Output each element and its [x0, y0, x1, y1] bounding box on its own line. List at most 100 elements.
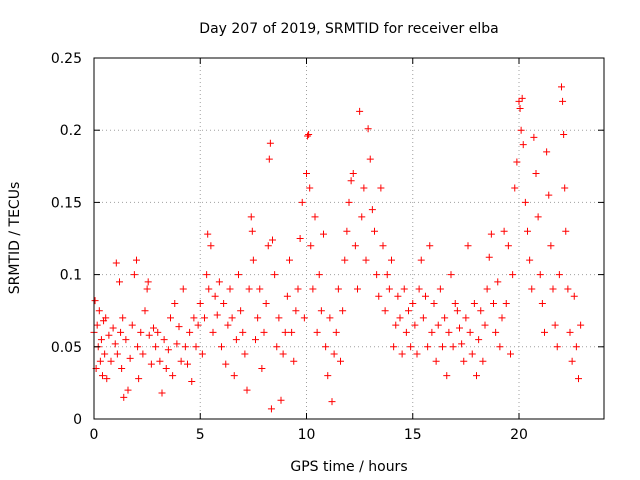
data-point	[511, 184, 519, 192]
data-point	[436, 285, 444, 293]
data-point	[204, 230, 212, 238]
data-point	[254, 314, 262, 322]
data-point	[248, 227, 256, 235]
data-point	[337, 357, 344, 365]
data-point	[237, 307, 245, 315]
data-point	[341, 256, 349, 264]
data-point	[364, 125, 372, 133]
data-point	[192, 343, 200, 351]
data-point	[247, 213, 255, 221]
data-point	[313, 328, 321, 336]
data-point	[194, 321, 202, 329]
data-point	[411, 321, 419, 329]
data-point	[209, 328, 217, 336]
data-point	[358, 213, 366, 221]
data-point	[566, 328, 574, 336]
x-tick-label: 10	[298, 427, 316, 443]
data-point	[181, 343, 189, 351]
data-point	[245, 285, 253, 293]
data-point	[498, 314, 506, 322]
data-point	[124, 386, 132, 394]
data-point	[109, 324, 117, 332]
data-point	[113, 350, 121, 358]
data-point	[485, 253, 493, 261]
data-point	[133, 256, 140, 264]
data-point	[383, 271, 391, 279]
data-point	[466, 328, 474, 336]
data-point	[560, 131, 568, 139]
data-point	[220, 299, 228, 307]
data-point	[536, 271, 544, 279]
data-point	[116, 278, 123, 286]
data-point	[373, 271, 381, 279]
data-point	[538, 299, 546, 307]
data-point	[515, 97, 523, 105]
data-point	[228, 314, 236, 322]
data-point	[517, 126, 525, 134]
data-point	[252, 336, 259, 344]
data-point	[218, 343, 225, 351]
data-point	[483, 285, 491, 293]
data-point	[111, 340, 119, 348]
data-point	[468, 350, 476, 358]
data-point	[458, 340, 466, 348]
data-point	[107, 357, 115, 365]
data-point	[532, 170, 540, 178]
data-point	[224, 321, 232, 329]
data-point	[432, 357, 440, 365]
data-point	[464, 242, 472, 250]
data-point	[534, 213, 542, 221]
data-point	[283, 292, 291, 300]
data-point	[145, 331, 153, 339]
data-point	[179, 285, 187, 293]
data-point	[330, 350, 338, 358]
data-point	[477, 307, 485, 315]
data-point	[409, 299, 417, 307]
data-point	[494, 278, 502, 286]
data-point	[434, 321, 442, 329]
data-point	[334, 285, 342, 293]
data-point	[230, 372, 238, 380]
data-point	[190, 314, 198, 322]
data-point	[141, 307, 149, 315]
data-point	[430, 299, 438, 307]
y-tick-label: 0.1	[60, 268, 82, 284]
data-point	[320, 230, 327, 238]
data-point	[294, 285, 302, 293]
data-point	[154, 328, 162, 336]
data-point	[479, 357, 487, 365]
plot-frame	[93, 57, 605, 420]
data-point	[286, 256, 293, 264]
x-tick-label: 15	[404, 427, 422, 443]
data-point	[256, 285, 264, 293]
data-point	[260, 328, 268, 336]
y-tick-label: 0.15	[51, 195, 82, 211]
data-point	[572, 343, 580, 351]
data-point	[562, 227, 570, 235]
data-point	[441, 314, 449, 322]
data-point	[343, 227, 351, 235]
data-point	[362, 256, 370, 264]
data-point	[184, 360, 191, 368]
data-point	[137, 328, 145, 336]
data-point	[164, 346, 172, 354]
data-point	[543, 148, 551, 156]
data-point	[462, 314, 470, 322]
data-point	[439, 343, 446, 351]
data-point	[368, 206, 376, 214]
data-point	[105, 331, 113, 339]
data-point	[345, 198, 353, 206]
data-point	[509, 271, 517, 279]
data-point	[130, 271, 138, 279]
data-point	[379, 242, 387, 250]
data-point	[103, 375, 111, 383]
data-point	[513, 158, 521, 166]
data-point	[366, 155, 374, 163]
data-point	[339, 307, 347, 315]
data-point	[91, 297, 99, 305]
data-point	[128, 321, 136, 329]
data-point	[547, 242, 555, 250]
data-point	[417, 256, 425, 264]
data-point	[258, 364, 266, 372]
